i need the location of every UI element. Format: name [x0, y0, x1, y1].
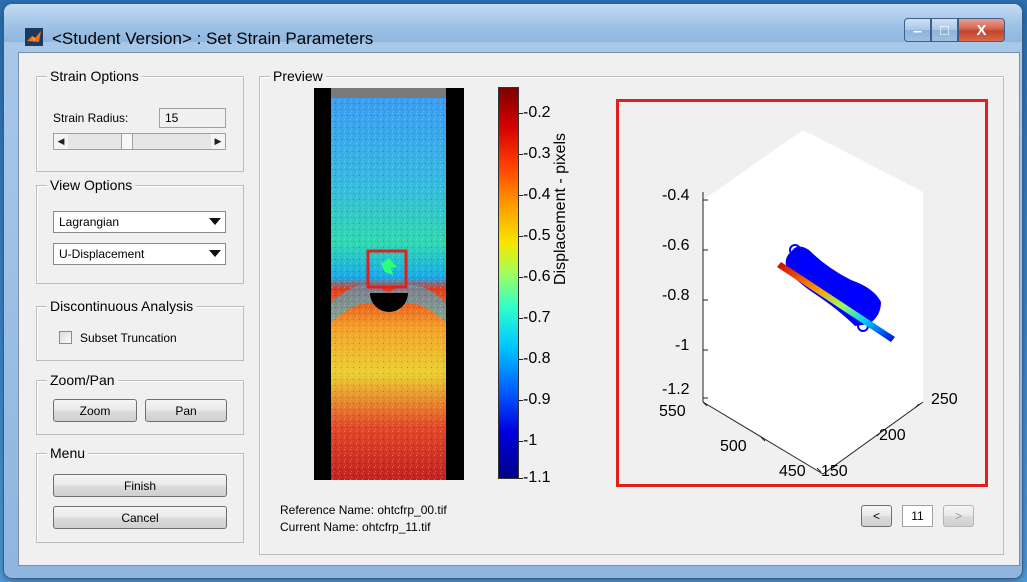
- reference-name: Reference Name: ohtcfrp_00.tif: [280, 503, 447, 517]
- z-axis-label: Displacement - pixels: [552, 132, 569, 285]
- displacement-overlay-image: [331, 88, 446, 480]
- group-title: Zoom/Pan: [47, 372, 118, 388]
- colorbar-tick-label: -0.7: [523, 309, 551, 326]
- x-tick-label: 500: [720, 438, 747, 455]
- window-controls: – □ X: [904, 18, 1005, 42]
- colorbar-tick-label: -0.9: [523, 391, 551, 408]
- strain-radius-label: Strain Radius:: [53, 111, 129, 125]
- y-tick-label: 200: [879, 427, 906, 444]
- colorbar-tick: [519, 195, 523, 196]
- cancel-button[interactable]: Cancel: [53, 506, 227, 529]
- close-icon: X: [976, 21, 987, 39]
- discontinuous-analysis-group: Discontinuous Analysis Subset Truncation: [36, 298, 244, 361]
- title-bar[interactable]: [4, 4, 1022, 42]
- colorbar-tick-label: -0.2: [523, 104, 551, 121]
- mode-select-value: Lagrangian: [59, 215, 120, 229]
- colorbar-tick: [519, 318, 523, 319]
- minimize-icon: –: [913, 23, 922, 40]
- x-tick-label: 450: [779, 463, 806, 480]
- group-title: Strain Options: [47, 68, 142, 84]
- specimen-image-panel[interactable]: [314, 88, 464, 480]
- subset-truncation-checkbox[interactable]: [59, 331, 72, 344]
- colorbar-tick: [519, 277, 523, 278]
- current-name: Current Name: ohtcfrp_11.tif: [280, 520, 431, 534]
- zoom-button[interactable]: Zoom: [53, 399, 137, 422]
- z-tick-label: -1: [675, 337, 690, 354]
- displacement-3d-plot[interactable]: [616, 99, 988, 487]
- menu-group: Menu Finish Cancel: [36, 445, 244, 543]
- x-tick-label: 550: [659, 403, 686, 420]
- colorbar-tick: [519, 400, 523, 401]
- strain-options-group: Strain Options Strain Radius: 15 ◀ ▶: [36, 68, 244, 172]
- pan-button[interactable]: Pan: [145, 399, 227, 422]
- previous-frame-button[interactable]: <: [861, 505, 892, 527]
- colorbar-tick-label: -0.4: [523, 186, 551, 203]
- z-tick-label: -0.4: [662, 187, 690, 204]
- colorbar-tick: [519, 478, 523, 479]
- view-options-group: View Options Lagrangian U-Displacement: [36, 177, 244, 284]
- close-button[interactable]: X: [958, 18, 1005, 42]
- displacement-field-graphic: [331, 88, 446, 480]
- maximize-button[interactable]: □: [931, 18, 958, 42]
- colorbar-tick: [519, 154, 523, 155]
- field-select-value: U-Displacement: [59, 247, 145, 261]
- colorbar-tick: [519, 359, 523, 360]
- colorbar-tick-label: -0.3: [523, 145, 551, 162]
- strain-radius-field[interactable]: 15: [159, 108, 226, 128]
- colorbar-tick: [519, 113, 523, 114]
- zoom-pan-group: Zoom/Pan Zoom Pan: [36, 372, 244, 435]
- colorbar-tick-label: -1: [523, 432, 538, 449]
- slider-right-arrow[interactable]: ▶: [211, 134, 225, 149]
- colorbar-tick-label: -0.8: [523, 350, 551, 367]
- y-tick-label: 150: [821, 463, 848, 480]
- slider-thumb[interactable]: [121, 134, 133, 149]
- finish-button[interactable]: Finish: [53, 474, 227, 497]
- maximize-icon: □: [939, 21, 950, 39]
- colorbar-tick-label: -1.1: [523, 469, 551, 486]
- field-select[interactable]: U-Displacement: [53, 243, 226, 265]
- group-title: Menu: [47, 445, 89, 461]
- colorbar-tick: [519, 441, 523, 442]
- colorbar-tick-label: -0.6: [523, 268, 551, 285]
- strain-radius-slider[interactable]: ◀ ▶: [53, 133, 226, 150]
- group-title: Discontinuous Analysis: [47, 298, 197, 314]
- mode-select[interactable]: Lagrangian: [53, 211, 226, 233]
- slider-left-arrow[interactable]: ◀: [54, 134, 68, 149]
- next-frame-button[interactable]: >: [943, 505, 974, 527]
- z-tick-label: -0.6: [662, 237, 690, 254]
- group-title: Preview: [270, 68, 326, 84]
- colorbar-tick-label: -0.5: [523, 227, 551, 244]
- dialog-client-area: Strain Options Strain Radius: 15 ◀ ▶ Vie…: [18, 52, 1020, 566]
- window-title: <Student Version> : Set Strain Parameter…: [52, 29, 374, 48]
- group-title: View Options: [47, 177, 136, 193]
- z-tick-label: -0.8: [662, 287, 690, 304]
- colorbar: [498, 87, 519, 479]
- chevron-down-icon: [209, 250, 221, 257]
- minimize-button[interactable]: –: [904, 18, 931, 42]
- subset-truncation-label[interactable]: Subset Truncation: [80, 331, 177, 345]
- plot-3d-graphic: [702, 130, 924, 475]
- frame-number-field[interactable]: 11: [902, 505, 933, 527]
- z-tick-label: -1.2: [662, 381, 690, 398]
- chevron-down-icon: [209, 218, 221, 225]
- preview-group: Preview: [259, 68, 1004, 555]
- matlab-logo-icon: [25, 28, 43, 46]
- y-tick-label: 250: [931, 391, 958, 408]
- colorbar-tick: [519, 236, 523, 237]
